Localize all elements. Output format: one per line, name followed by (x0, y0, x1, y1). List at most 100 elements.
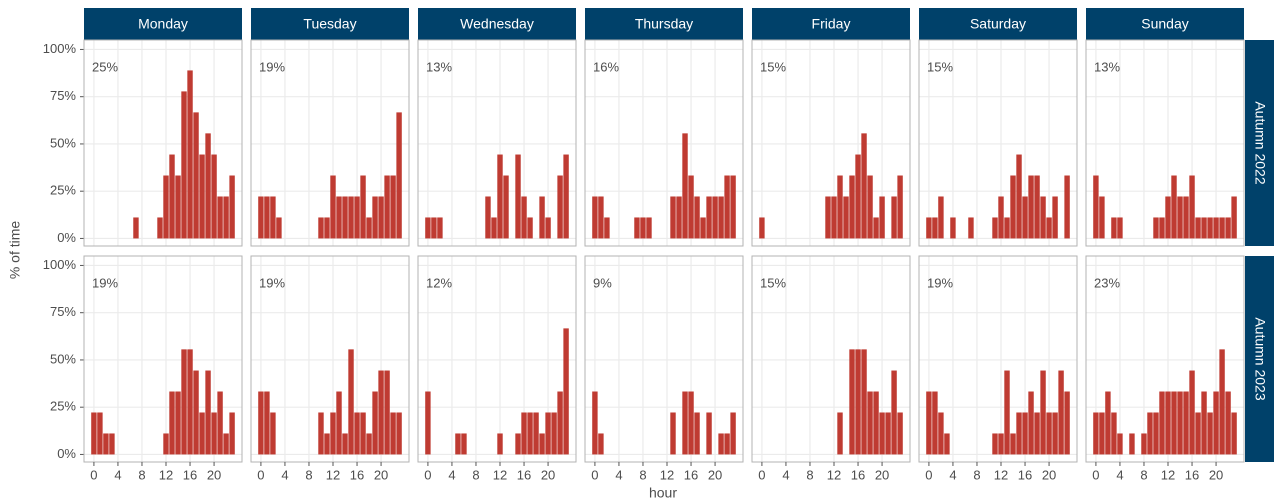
bar (563, 154, 569, 239)
bar (1183, 391, 1189, 455)
x-tick-label: 16 (183, 467, 197, 482)
bar (157, 217, 163, 239)
facet-label: Saturday (970, 16, 1026, 32)
panel-border (1085, 39, 1245, 247)
bar (891, 370, 897, 455)
x-tick-label: 4 (448, 467, 455, 482)
bar (348, 196, 354, 239)
x-tick-label: 20 (541, 467, 555, 482)
bar (205, 370, 211, 455)
bar (1052, 412, 1058, 455)
bar (264, 391, 270, 455)
bar (390, 412, 396, 455)
bar (598, 433, 604, 455)
bar (759, 217, 765, 239)
bar (175, 391, 181, 455)
bar (855, 349, 861, 455)
y-tick-label: 100% (43, 257, 77, 272)
bar (712, 196, 718, 239)
bar (867, 175, 873, 239)
bar (163, 175, 169, 239)
bar (718, 196, 724, 239)
bar (163, 433, 169, 455)
bar (229, 412, 235, 455)
bar (670, 412, 676, 455)
y-tick-label: 100% (43, 41, 77, 56)
x-tick-label: 0 (591, 467, 598, 482)
bar (718, 433, 724, 455)
bar (1058, 370, 1064, 455)
bar (193, 112, 199, 239)
bar (1010, 433, 1016, 455)
bar (730, 412, 736, 455)
bar (437, 217, 443, 239)
bar (1147, 412, 1153, 455)
bar (205, 133, 211, 239)
bar (1153, 217, 1159, 239)
panel-border (584, 255, 744, 463)
bar (515, 154, 521, 239)
x-tick-label: 16 (517, 467, 531, 482)
bar (396, 112, 402, 239)
bar (1195, 217, 1201, 239)
bar (270, 196, 276, 239)
bar (992, 217, 998, 239)
x-tick-label: 16 (851, 467, 865, 482)
x-tick-label: 12 (159, 467, 173, 482)
panel-border (417, 39, 577, 247)
bar (1034, 412, 1040, 455)
bar (1141, 433, 1147, 455)
bar (592, 391, 598, 455)
bar (1219, 349, 1225, 455)
panel-border (250, 39, 410, 247)
bar (938, 196, 944, 239)
bar (354, 412, 360, 455)
bar (944, 433, 950, 455)
bar (1129, 433, 1135, 455)
bar (545, 217, 551, 239)
bar (270, 412, 276, 455)
bar (1195, 412, 1201, 455)
bar (342, 433, 348, 455)
y-tick-label: 25% (50, 183, 76, 198)
facet-label: Sunday (1141, 16, 1188, 32)
bar (837, 412, 843, 455)
bar (861, 349, 867, 455)
bar (1040, 196, 1046, 239)
facet-label: Tuesday (303, 16, 356, 32)
x-tick-label: 4 (281, 467, 288, 482)
bar (1153, 412, 1159, 455)
bar (1201, 217, 1207, 239)
bar (1117, 433, 1123, 455)
bar (354, 196, 360, 239)
bar (1213, 391, 1219, 455)
bar (360, 412, 366, 455)
x-tick-label: 12 (493, 467, 507, 482)
bar (646, 217, 652, 239)
bar (891, 196, 897, 239)
bar (634, 217, 640, 239)
bar (109, 433, 115, 455)
bar (181, 349, 187, 455)
x-tick-label: 8 (138, 467, 145, 482)
bar (992, 433, 998, 455)
facet-label: Autumn 2022 (1252, 101, 1268, 184)
facet-strip (1245, 40, 1274, 246)
bar (229, 175, 235, 239)
bar (604, 217, 610, 239)
bar (1165, 196, 1171, 239)
bar (97, 412, 103, 455)
bar (521, 412, 527, 455)
bar (885, 412, 891, 455)
bar (1016, 412, 1022, 455)
panel-border (584, 39, 744, 247)
panel-annotation: 25% (92, 59, 118, 74)
bar (372, 391, 378, 455)
bar (211, 412, 217, 455)
bar (1010, 175, 1016, 239)
bar (527, 412, 533, 455)
x-axis-title: hour (649, 485, 677, 501)
x-tick-label: 20 (207, 467, 221, 482)
bar (318, 412, 324, 455)
